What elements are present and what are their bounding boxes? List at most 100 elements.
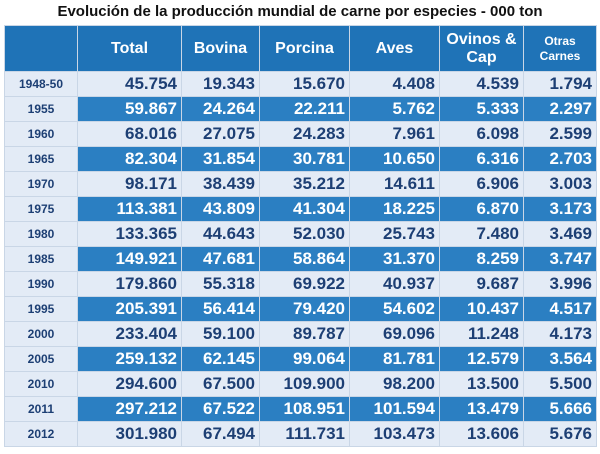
bovina-cell: 67.494: [181, 421, 260, 447]
porcina-cell: 79.420: [259, 296, 350, 322]
table-row: 2005 259.132 62.145 99.064 81.781 12.579 3.564: [4, 346, 597, 372]
otras-cell: 2.297: [523, 96, 597, 122]
header-otras-line1: Otras: [544, 33, 576, 48]
table-row: 1965 82.304 31.854 30.781 10.650 6.316 2.703: [4, 146, 597, 172]
porcina-cell: 30.781: [259, 146, 350, 172]
porcina-cell: 41.304: [259, 196, 350, 222]
table-body: 1948-50 45.754 19.343 15.670 4.408 4.539 1.794…: [4, 71, 597, 447]
bovina-cell: 31.854: [181, 146, 260, 172]
table-row: 2010 294.600 67.500 109.900 98.200 13.500 5.50…: [4, 371, 597, 397]
bovina-cell: 27.075: [181, 121, 260, 147]
ovinos-cell: 6.906: [439, 171, 524, 197]
total-cell: 301.980: [77, 421, 182, 447]
year-cell: 1948-50: [4, 71, 78, 97]
otras-cell: 4.173: [523, 321, 597, 347]
year-cell: 1980: [4, 221, 78, 247]
bovina-cell: 59.100: [181, 321, 260, 347]
bovina-cell: 62.145: [181, 346, 260, 372]
total-cell: 149.921: [77, 246, 182, 272]
aves-cell: 69.096: [349, 321, 440, 347]
header-ovinos-line2: Cap: [466, 48, 497, 66]
aves-cell: 31.370: [349, 246, 440, 272]
bovina-cell: 24.264: [181, 96, 260, 122]
header-row: Total Bovina Porcina Aves Ovinos & Cap O…: [4, 25, 597, 72]
total-cell: 82.304: [77, 146, 182, 172]
table-row: 1995 205.391 56.414 79.420 54.602 10.437 4.517: [4, 296, 597, 322]
otras-cell: 5.500: [523, 371, 597, 397]
table-row: 2011 297.212 67.522 108.951 101.594 13.479 5.6…: [4, 396, 597, 422]
ovinos-cell: 12.579: [439, 346, 524, 372]
total-cell: 233.404: [77, 321, 182, 347]
aves-cell: 14.611: [349, 171, 440, 197]
aves-cell: 18.225: [349, 196, 440, 222]
total-cell: 45.754: [77, 71, 182, 97]
aves-cell: 5.762: [349, 96, 440, 122]
otras-cell: 3.469: [523, 221, 597, 247]
header-ovinos: Ovinos & Cap: [439, 25, 524, 72]
total-cell: 133.365: [77, 221, 182, 247]
year-cell: 2010: [4, 371, 78, 397]
otras-cell: 2.599: [523, 121, 597, 147]
otras-cell: 3.996: [523, 271, 597, 297]
year-cell: 1970: [4, 171, 78, 197]
aves-cell: 54.602: [349, 296, 440, 322]
year-cell: 2005: [4, 346, 78, 372]
aves-cell: 81.781: [349, 346, 440, 372]
bovina-cell: 38.439: [181, 171, 260, 197]
porcina-cell: 69.922: [259, 271, 350, 297]
total-cell: 297.212: [77, 396, 182, 422]
porcina-cell: 22.211: [259, 96, 350, 122]
year-cell: 1995: [4, 296, 78, 322]
table-row: 1960 68.016 27.075 24.283 7.961 6.098 2.599: [4, 121, 597, 147]
ovinos-cell: 6.098: [439, 121, 524, 147]
year-cell: 1975: [4, 196, 78, 222]
page-title: Evolución de la producción mundial de ca…: [57, 3, 543, 20]
ovinos-cell: 13.500: [439, 371, 524, 397]
bovina-cell: 44.643: [181, 221, 260, 247]
ovinos-cell: 11.248: [439, 321, 524, 347]
total-cell: 294.600: [77, 371, 182, 397]
total-cell: 205.391: [77, 296, 182, 322]
porcina-cell: 35.212: [259, 171, 350, 197]
otras-cell: 5.666: [523, 396, 597, 422]
table-row: 1948-50 45.754 19.343 15.670 4.408 4.539 1.794: [4, 71, 597, 97]
year-cell: 1965: [4, 146, 78, 172]
total-cell: 68.016: [77, 121, 182, 147]
ovinos-cell: 6.316: [439, 146, 524, 172]
year-cell: 2000: [4, 321, 78, 347]
total-cell: 179.860: [77, 271, 182, 297]
production-table: Total Bovina Porcina Aves Ovinos & Cap O…: [4, 25, 597, 447]
porcina-cell: 108.951: [259, 396, 350, 422]
porcina-cell: 89.787: [259, 321, 350, 347]
table-row: 1980 133.365 44.643 52.030 25.743 7.480 3.469: [4, 221, 597, 247]
ovinos-cell: 13.606: [439, 421, 524, 447]
otras-cell: 4.517: [523, 296, 597, 322]
total-cell: 113.381: [77, 196, 182, 222]
ovinos-cell: 4.539: [439, 71, 524, 97]
header-otras-line2: Carnes: [539, 48, 581, 63]
aves-cell: 40.937: [349, 271, 440, 297]
header-porcina: Porcina: [259, 25, 350, 72]
porcina-cell: 58.864: [259, 246, 350, 272]
header-total: Total: [77, 25, 182, 72]
bovina-cell: 43.809: [181, 196, 260, 222]
bovina-cell: 67.522: [181, 396, 260, 422]
header-corner: [4, 25, 78, 72]
aves-cell: 10.650: [349, 146, 440, 172]
table-row: 2000 233.404 59.100 89.787 69.096 11.248 4.173: [4, 321, 597, 347]
header-ovinos-line1: Ovinos &: [446, 30, 517, 48]
porcina-cell: 111.731: [259, 421, 350, 447]
ovinos-cell: 13.479: [439, 396, 524, 422]
aves-cell: 103.473: [349, 421, 440, 447]
ovinos-cell: 5.333: [439, 96, 524, 122]
year-cell: 2012: [4, 421, 78, 447]
table-row: 1970 98.171 38.439 35.212 14.611 6.906 3.003: [4, 171, 597, 197]
aves-cell: 101.594: [349, 396, 440, 422]
porcina-cell: 15.670: [259, 71, 350, 97]
bovina-cell: 47.681: [181, 246, 260, 272]
otras-cell: 5.676: [523, 421, 597, 447]
ovinos-cell: 10.437: [439, 296, 524, 322]
total-cell: 98.171: [77, 171, 182, 197]
table-row: 1985 149.921 47.681 58.864 31.370 8.259 3.747: [4, 246, 597, 272]
otras-cell: 3.564: [523, 346, 597, 372]
